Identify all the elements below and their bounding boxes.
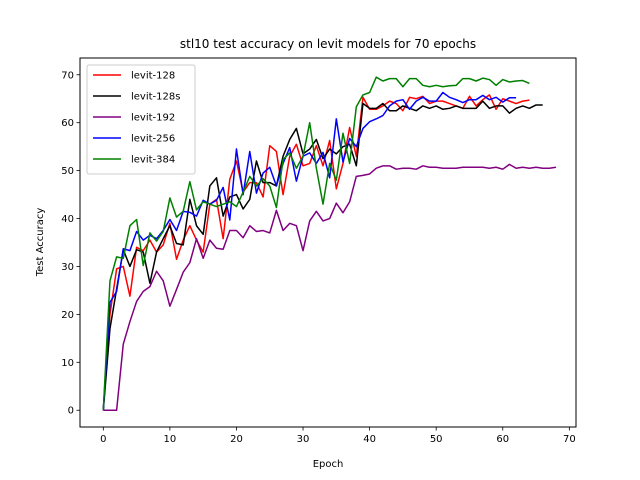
axes-frame xyxy=(79,57,577,428)
y-tick-label: 20 xyxy=(61,310,74,321)
x-tick-label: 0 xyxy=(100,434,106,445)
x-tick-label: 20 xyxy=(230,434,243,445)
y-tick-label: 0 xyxy=(68,406,74,417)
y-axis-label: Test Accuracy xyxy=(35,208,46,278)
legend-label: levit-192 xyxy=(131,113,175,124)
series-line-levit-128s xyxy=(102,100,543,411)
y-axis: 0 10 20 30 40 50 60 70 xyxy=(61,70,80,417)
y-tick-label: 40 xyxy=(61,214,74,225)
x-tick-label: 70 xyxy=(563,434,576,445)
plot-area xyxy=(102,76,557,411)
y-tick-label: 10 xyxy=(61,358,74,369)
series-line-levit-192 xyxy=(103,163,557,411)
y-tick-label: 60 xyxy=(61,118,74,129)
legend-label: levit-256 xyxy=(131,134,175,145)
y-tick-label: 30 xyxy=(61,262,74,273)
legend-label: levit-128 xyxy=(131,71,175,82)
x-tick-label: 10 xyxy=(164,434,177,445)
x-tick-label: 40 xyxy=(363,434,376,445)
x-axis: 0 10 20 30 40 50 60 70 xyxy=(100,427,576,445)
series-line-levit-384 xyxy=(102,76,530,411)
series-line-levit-256 xyxy=(102,91,517,411)
x-tick-label: 30 xyxy=(297,434,310,445)
legend-box xyxy=(86,64,196,175)
y-tick-label: 50 xyxy=(61,166,74,177)
x-tick-label: 50 xyxy=(430,434,443,445)
legend-label: levit-128s xyxy=(131,92,180,103)
legend: levit-128 levit-128s levit-192 levit-256 lev… xyxy=(86,64,196,175)
x-tick-label: 60 xyxy=(496,434,509,445)
y-tick-label: 70 xyxy=(61,70,74,81)
chart-title: stl10 test accuracy on levit models for … xyxy=(180,37,476,51)
x-axis-label: Epoch xyxy=(313,459,344,470)
legend-label: levit-384 xyxy=(131,155,175,166)
